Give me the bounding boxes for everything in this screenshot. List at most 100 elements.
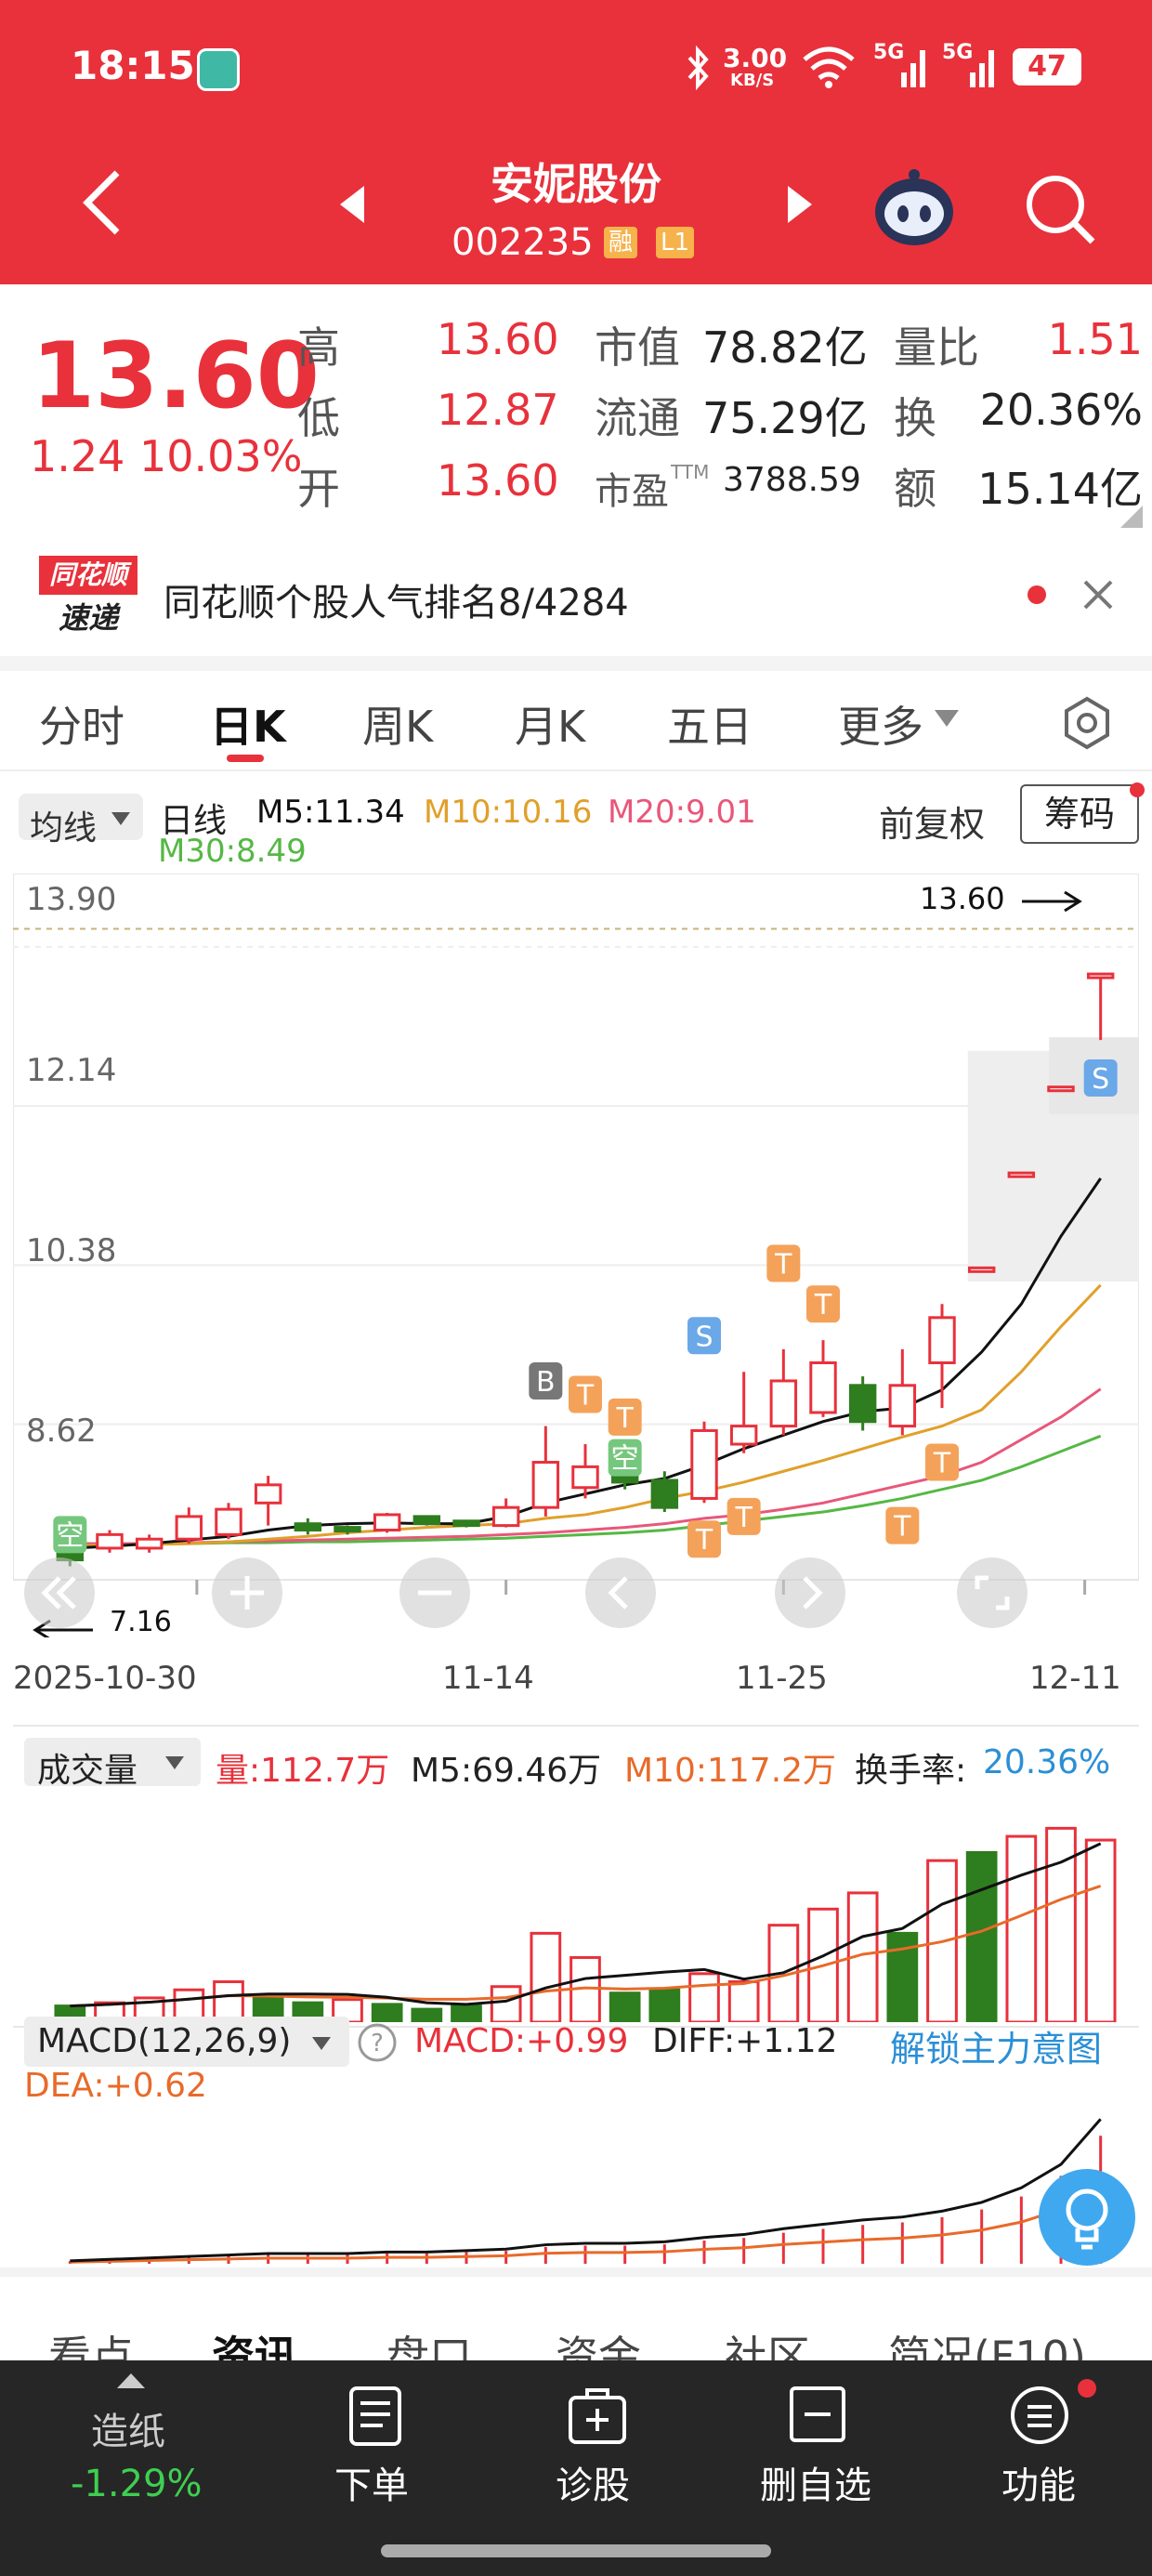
expand-corner-icon[interactable] — [1119, 504, 1145, 530]
chips-button[interactable]: 筹码 — [1020, 784, 1139, 844]
unread-dot — [1028, 585, 1046, 604]
dea-value: DEA:+0.62 — [24, 2067, 207, 2105]
y-tick-0: 13.90 — [26, 881, 117, 918]
step-left-button[interactable] — [585, 1557, 656, 1628]
close-icon[interactable] — [1081, 578, 1115, 611]
candle-body — [175, 1515, 203, 1541]
info-tab-news[interactable]: 资讯 — [212, 2332, 297, 2360]
ma10-line — [70, 1283, 1102, 1547]
low-label: 低 — [297, 393, 340, 443]
diagnose-icon — [569, 2388, 626, 2444]
volume-chart[interactable] — [13, 1794, 1139, 2022]
kline-panel: 均线 日线 M5:11.34 M10:10.16 M20:9.01 M30:8.… — [0, 771, 1152, 2267]
candle-body — [254, 1483, 282, 1505]
volume-turnover-label: 换手率: — [855, 1752, 967, 1790]
info-tab-funds[interactable]: 资金 — [556, 2332, 641, 2360]
chart-tabs: 分时 日K 周K 月K 五日 更多 — [0, 671, 1152, 771]
signal-icon-1 — [901, 50, 925, 87]
turnover-label: 换 — [894, 393, 936, 443]
info-tab-highlights[interactable]: 看点 — [48, 2332, 134, 2360]
tab-monthly-k[interactable]: 月K — [515, 702, 586, 752]
candle-body — [215, 1507, 242, 1536]
signal-label-1: 5G — [873, 41, 905, 64]
tab-timeshare[interactable]: 分时 — [39, 702, 124, 752]
candle-body — [1086, 972, 1115, 979]
zoom-in-button[interactable] — [212, 1557, 282, 1628]
volume-dropdown-icon — [165, 1756, 184, 1769]
chevron-right-icon — [803, 1576, 823, 1610]
volume-turnover-value: 20.36% — [983, 1743, 1111, 1781]
kchart-frame — [13, 874, 1139, 1581]
macd-selector-bg[interactable] — [24, 2017, 349, 2067]
volume-selector[interactable]: 成交量 — [37, 1752, 138, 1790]
trade-marker — [529, 1361, 563, 1400]
remove-favorite-icon — [790, 2386, 845, 2442]
step-right-button[interactable] — [775, 1557, 845, 1628]
candle-body — [928, 1316, 956, 1364]
trade-marker-label: 空 — [611, 1443, 639, 1476]
volume-bar — [371, 2003, 403, 2022]
back-icon[interactable] — [76, 165, 128, 240]
candle-body — [967, 1266, 996, 1273]
macd-selector[interactable]: MACD(12,26,9) — [37, 2022, 292, 2060]
index-name[interactable]: 造纸 — [91, 2411, 165, 2453]
trade-marker-label: T — [695, 1524, 713, 1557]
dea-line — [70, 2183, 1102, 2264]
x-label-0: 2025-10-30 — [13, 1660, 197, 1697]
candle-body — [412, 1515, 441, 1526]
high-label: 高 — [297, 322, 340, 373]
diff-line — [70, 2118, 1102, 2263]
nav-order[interactable]: 下单 — [334, 2464, 409, 2507]
fullscreen-button[interactable] — [957, 1557, 1028, 1628]
trade-marker-label: B — [536, 1366, 556, 1399]
trade-marker-label: S — [695, 1321, 713, 1353]
chevron-left-icon — [608, 1576, 628, 1610]
robot-assistant-icon[interactable] — [871, 165, 957, 251]
chips-dot — [1130, 782, 1145, 797]
info-tab-community[interactable]: 社区 — [725, 2332, 810, 2360]
info-tab-orderbook[interactable]: 盘口 — [386, 2332, 472, 2360]
tips-bulb-button[interactable] — [1039, 2169, 1135, 2266]
x-label-3: 12-11 — [1029, 1660, 1121, 1697]
search-icon[interactable] — [1022, 171, 1100, 249]
ma-selector[interactable]: 均线 — [30, 809, 98, 848]
nav-function[interactable]: 功能 — [1001, 2464, 1076, 2507]
section-divider — [0, 656, 1152, 671]
logo-line2: 速递 — [58, 600, 118, 636]
signal-icon-2 — [970, 50, 994, 87]
tab-five-day[interactable]: 五日 — [667, 702, 753, 752]
nav-diagnose[interactable]: 诊股 — [556, 2464, 630, 2507]
help-icon[interactable]: ? — [357, 2022, 398, 2063]
zoom-out-button[interactable] — [399, 1557, 470, 1628]
nav-remove-favorite[interactable]: 删自选 — [760, 2464, 871, 2507]
tab-weekly-k[interactable]: 周K — [362, 702, 434, 752]
home-indicator[interactable] — [381, 2544, 771, 2557]
open-value: 13.60 — [437, 455, 559, 506]
tab-active-indicator — [227, 755, 264, 762]
order-icon — [349, 2386, 401, 2446]
macd-chart[interactable] — [13, 2109, 1139, 2267]
trade-marker — [766, 1244, 801, 1282]
tab-daily-k[interactable]: 日K — [210, 702, 286, 752]
next-stock-icon[interactable] — [784, 184, 816, 225]
popularity-notice[interactable]: 同花顺 速递 同花顺个股人气排名8/4284 — [0, 530, 1152, 658]
scroll-left-button[interactable] — [24, 1557, 95, 1628]
price-change-pct: 10.03% — [139, 431, 303, 481]
adjust-toggle[interactable]: 前复权 — [879, 804, 986, 845]
info-tab-profile[interactable]: 简况(F10) — [888, 2332, 1086, 2360]
amount-label: 额 — [894, 464, 936, 514]
tab-more[interactable]: 更多 — [838, 702, 923, 752]
prev-stock-icon[interactable] — [336, 184, 368, 225]
volume-bar — [213, 1980, 244, 2022]
volume-bar — [490, 1985, 522, 2022]
volume-bar — [1084, 1838, 1117, 2022]
candle-body — [531, 1461, 560, 1509]
candle-body — [294, 1522, 322, 1531]
macd-divider — [13, 2026, 1139, 2028]
trade-marker-label: T — [893, 1511, 911, 1544]
trade-marker — [885, 1506, 920, 1544]
volume-bar — [609, 1991, 641, 2022]
unlock-main-force-link[interactable]: 解锁主力意图 — [890, 2029, 1103, 2070]
settings-icon[interactable] — [1059, 695, 1115, 751]
